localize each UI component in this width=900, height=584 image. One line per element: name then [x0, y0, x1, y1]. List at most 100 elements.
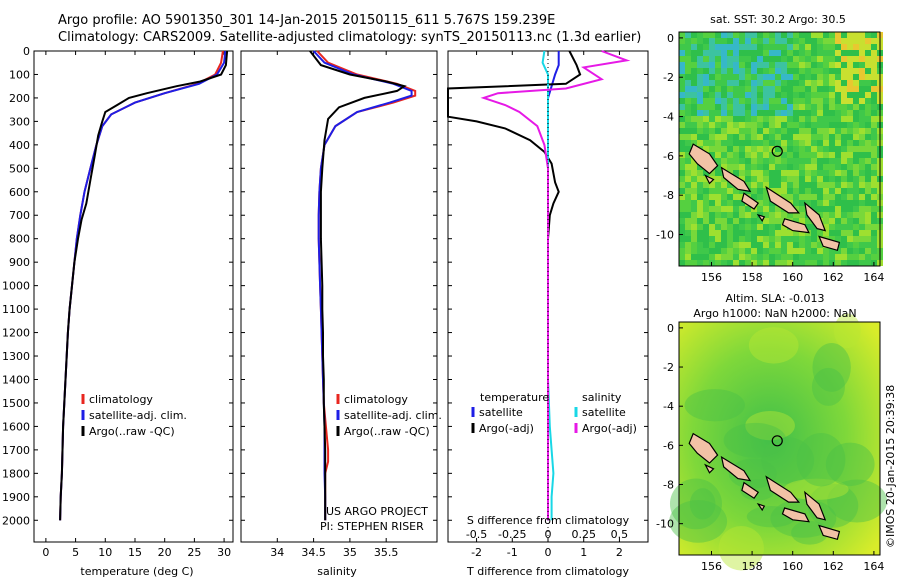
sst-cell [745, 116, 751, 122]
island [720, 166, 752, 193]
sst-cell [739, 146, 745, 152]
difference-xlabel: T difference from climatology [466, 565, 629, 578]
panel-frame [240, 50, 438, 543]
sst-cell [685, 152, 691, 158]
sst-cell [799, 212, 805, 218]
sst-cell [823, 170, 829, 176]
sst-cell [865, 122, 871, 128]
sst-cell [715, 140, 721, 146]
sst-cell [745, 80, 751, 86]
sst-cell [709, 248, 715, 254]
sst-cell [775, 86, 781, 92]
sst-cell [811, 86, 817, 92]
sst-cell [853, 260, 859, 266]
sst-cell [799, 68, 805, 74]
sst-cell [841, 170, 847, 176]
sst-cell [859, 38, 865, 44]
sst-cell [835, 122, 841, 128]
sst-cell [793, 32, 799, 38]
sst-cell [733, 200, 739, 206]
sst-cell [781, 230, 787, 236]
sst-cell [859, 176, 865, 182]
x-tick-label: -1 [507, 546, 518, 559]
sst-cell [691, 122, 697, 128]
sst-cell [769, 128, 775, 134]
sst-cell [859, 254, 865, 260]
sst-cell [721, 80, 727, 86]
sst-cell [859, 146, 865, 152]
sst-cell [751, 194, 757, 200]
sst-cell [829, 38, 835, 44]
sst-cell [775, 56, 781, 62]
sst-cell [865, 188, 871, 194]
sst-cell [799, 122, 805, 128]
sst-cell [859, 74, 865, 80]
sst-cell [805, 218, 811, 224]
sst-cell [865, 62, 871, 68]
sst-cell [757, 62, 763, 68]
sst-cell [745, 242, 751, 248]
argo-position-marker [771, 145, 783, 157]
sst-cell [781, 164, 787, 170]
sst-cell [757, 86, 763, 92]
sst-cell [865, 242, 871, 248]
sst-cell [679, 212, 685, 218]
sst-cell [727, 74, 733, 80]
sst-cell [787, 62, 793, 68]
sst-cell [715, 104, 721, 110]
sst-cell [859, 32, 865, 38]
argo-position-marker [771, 435, 783, 447]
sst-cell [739, 176, 745, 182]
sst-cell [697, 260, 703, 266]
sst-cell [733, 194, 739, 200]
sst-cell [847, 98, 853, 104]
sst-cell [751, 92, 757, 98]
sst-cell [847, 116, 853, 122]
sst-cell [679, 242, 685, 248]
sst-cell [727, 128, 733, 134]
sst-map-title: sat. SST: 30.2 Argo: 30.5 [710, 13, 846, 26]
sst-cell [745, 128, 751, 134]
sst-cell [847, 176, 853, 182]
sst-cell [853, 206, 859, 212]
x-tick-label: 25 [187, 546, 201, 559]
sst-cell [853, 158, 859, 164]
sst-cell [847, 32, 853, 38]
sst-cell [841, 164, 847, 170]
sla-blob [728, 458, 777, 489]
sst-cell [709, 230, 715, 236]
sst-cell [679, 176, 685, 182]
sst-cell [787, 110, 793, 116]
sst-cell [697, 212, 703, 218]
sla-map-panel: 156 158 160 162 164 0 -2 -4 -6 -8 -10 [656, 313, 888, 573]
sst-cell [703, 170, 709, 176]
sst-cell [709, 260, 715, 266]
sst-cell [835, 92, 841, 98]
sst-cell [739, 44, 745, 50]
sst-cell [745, 158, 751, 164]
sst-cell [817, 212, 823, 218]
sst-cell [793, 182, 799, 188]
sst-cell [709, 68, 715, 74]
sst-cell [739, 164, 745, 170]
sst-cell [757, 236, 763, 242]
sst-cell [709, 194, 715, 200]
sst-cell [865, 200, 871, 206]
sst-cell [739, 188, 745, 194]
sst-cell [799, 182, 805, 188]
island [781, 507, 810, 523]
sst-cell [817, 146, 823, 152]
sst-cell [871, 116, 877, 122]
sst-cell [823, 146, 829, 152]
sst-cell [691, 110, 697, 116]
sst-cell [685, 236, 691, 242]
sst-cell [865, 92, 871, 98]
sst-cell [679, 128, 685, 134]
sst-cell [853, 200, 859, 206]
sst-cell [835, 38, 841, 44]
y-tick-label: 0 [667, 322, 674, 335]
sst-cell [835, 188, 841, 194]
sst-cell [793, 242, 799, 248]
sst-cell [745, 140, 751, 146]
sst-cell [745, 260, 751, 266]
